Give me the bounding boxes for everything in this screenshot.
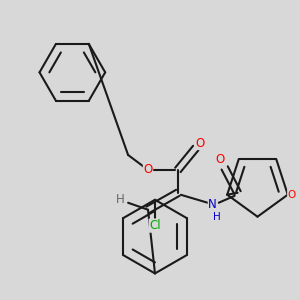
Text: Cl: Cl [149, 219, 161, 232]
Text: O: O [288, 190, 296, 200]
Text: O: O [143, 164, 153, 176]
Text: O: O [195, 136, 204, 149]
Text: H: H [116, 193, 124, 206]
Text: H: H [213, 212, 220, 222]
Text: N: N [208, 198, 217, 211]
Text: O: O [215, 154, 224, 166]
